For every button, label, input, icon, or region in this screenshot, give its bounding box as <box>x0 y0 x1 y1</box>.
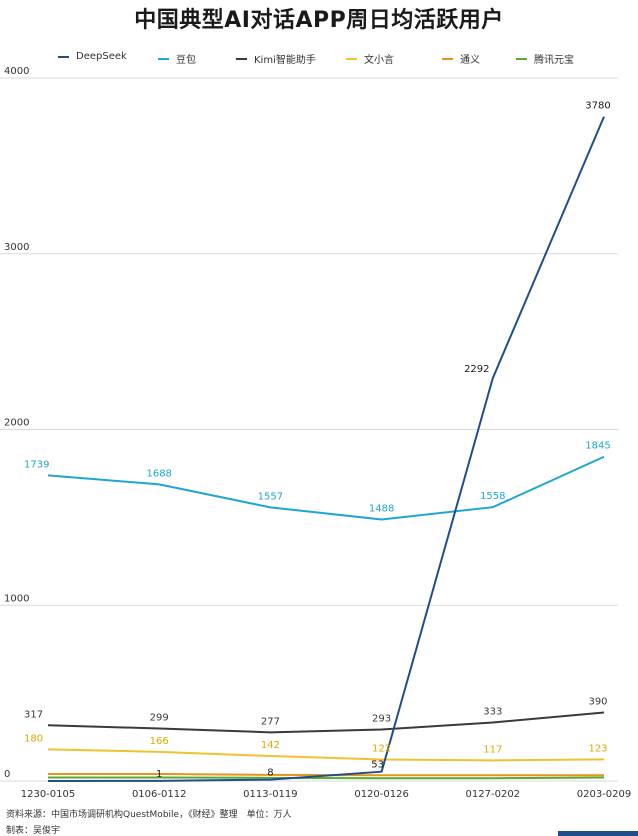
data-label: 299 <box>150 712 169 723</box>
legend-swatch <box>236 57 247 60</box>
data-label: 1557 <box>258 491 283 502</box>
y-tick-label: 3000 <box>4 242 29 253</box>
y-tick-label: 0 <box>4 769 10 780</box>
data-label: 53 <box>371 760 384 771</box>
line-chart: 0 1000 2000 3000 4000 1230-0105 0106-0112 0113-… <box>0 66 632 800</box>
x-tick-label: 0106-0112 <box>132 789 187 800</box>
data-label: 123 <box>588 743 607 754</box>
data-label: 277 <box>261 716 280 727</box>
x-tick-label: 0203-0209 <box>577 789 632 800</box>
x-tick-label: 0127-0202 <box>466 789 521 800</box>
data-label: 1688 <box>146 468 171 479</box>
legend-label: 文小言 <box>364 55 394 66</box>
data-label: 1739 <box>24 459 49 470</box>
legend-swatch <box>516 57 527 60</box>
legend-swatch <box>58 55 69 58</box>
x-tick-label: 1230-0105 <box>21 789 76 800</box>
legend-item: 文小言 <box>346 51 394 66</box>
series-line <box>48 776 605 780</box>
legend-item: DeepSeek <box>58 51 127 62</box>
data-label: 1488 <box>369 503 394 514</box>
x-tick-label: 0113-0119 <box>243 789 298 800</box>
data-label: 317 <box>24 709 43 720</box>
data-label: 293 <box>372 714 391 725</box>
legend-swatch <box>346 57 357 60</box>
legend-swatch <box>442 57 453 60</box>
data-label: 333 <box>483 706 502 717</box>
data-label: 122 <box>372 744 391 755</box>
data-label: 1558 <box>480 491 505 502</box>
legend-item: 豆包 <box>158 51 196 66</box>
series-line <box>47 116 605 782</box>
data-label: 180 <box>24 733 43 744</box>
source-note: 资料来源：中国市场调研机构QuestMobile，《财经》整理 单位：万人 <box>6 810 292 820</box>
series-line <box>47 748 605 762</box>
data-label: 3780 <box>585 101 610 112</box>
legend-label: 腾讯元宝 <box>534 55 574 66</box>
data-label: 166 <box>150 736 169 747</box>
data-label: 2292 <box>464 364 489 375</box>
legend-label: Kimi智能助手 <box>254 55 316 66</box>
corner-decoration <box>558 831 638 836</box>
x-tick-label: 0120-0126 <box>354 789 409 800</box>
legend-label: 通义 <box>460 55 480 66</box>
data-label: 1 <box>156 769 162 780</box>
legend-label: 豆包 <box>176 55 196 66</box>
legend-label: DeepSeek <box>76 51 127 62</box>
legend-item: 腾讯元宝 <box>516 51 574 66</box>
series-line <box>47 455 605 521</box>
data-label: 8 <box>267 768 273 779</box>
legend-item: Kimi智能助手 <box>236 51 316 66</box>
y-tick-label: 4000 <box>4 66 29 77</box>
data-label: 1845 <box>585 441 610 452</box>
y-tick-label: 2000 <box>4 418 29 429</box>
legend-swatch <box>158 57 169 60</box>
legend: DeepSeek 豆包 Kimi智能助手 文小言 通义 腾讯元宝 <box>58 48 618 70</box>
data-label: 117 <box>483 744 502 755</box>
credit-note: 制表：吴俊宇 <box>6 826 61 836</box>
y-tick-label: 1000 <box>4 593 29 604</box>
chart-title: 中国典型AI对话APP周日均活跃用户 <box>134 8 504 33</box>
series-line <box>47 711 605 734</box>
data-label: 142 <box>261 740 280 751</box>
legend-item: 通义 <box>442 51 480 66</box>
data-label: 390 <box>588 696 607 707</box>
